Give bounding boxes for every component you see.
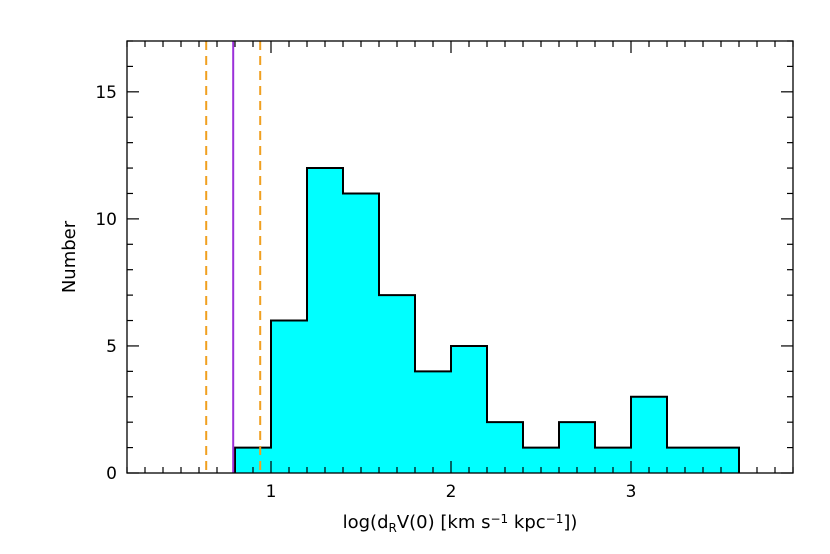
x-tick-label: 2: [446, 482, 457, 502]
x-axis-label-part: V(0) [km s: [397, 512, 491, 533]
x-axis-label-part: −1: [546, 512, 564, 526]
x-axis-label-part: R: [389, 521, 397, 535]
tick-labels: 1 2 3 0 5 10 15: [95, 83, 636, 502]
y-tick-label: 10: [95, 210, 117, 230]
histogram-bar-4: [379, 295, 415, 473]
x-axis-label-part: −1: [490, 512, 508, 526]
histogram-bar-2: [307, 168, 343, 473]
axis-ticks: [126, 40, 794, 474]
histogram-bar-6: [451, 345, 487, 473]
x-axis-label-part: ]): [563, 512, 577, 533]
y-tick-label: 15: [95, 83, 117, 103]
plot-frame: [126, 40, 794, 474]
histogram-bar-11: [631, 396, 667, 473]
histogram-bars: [234, 167, 740, 473]
x-axis-label-part: log(d: [343, 512, 389, 533]
x-tick-label: 1: [266, 482, 277, 502]
histogram-bar-3: [343, 193, 379, 473]
x-axis-label-part: kpc: [508, 512, 545, 533]
histogram-outline: [234, 167, 740, 473]
reference-lines: [205, 41, 262, 473]
histogram-bar-5: [415, 371, 451, 473]
y-tick-label: 0: [106, 464, 117, 484]
y-tick-label: 5: [106, 337, 117, 357]
x-axis-label: log(dRV(0) [km s−1 kpc−1]): [343, 512, 578, 535]
x-tick-label: 3: [626, 482, 637, 502]
histogram-bar-9: [559, 422, 595, 473]
histogram-bar-1: [271, 320, 307, 473]
histogram-bar-7: [487, 422, 523, 473]
y-axis-label: Number: [59, 220, 80, 293]
